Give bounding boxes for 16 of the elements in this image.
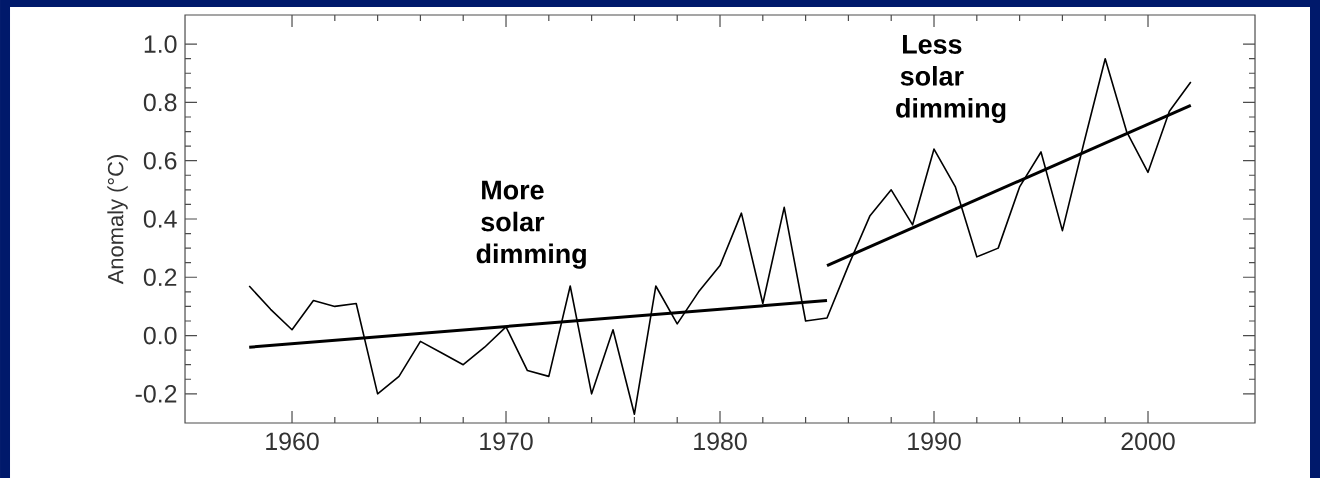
y-tick-label: -0.2	[135, 385, 177, 403]
annotation: More solar dimming	[476, 180, 586, 269]
annotation: Less solar dimming	[896, 35, 1006, 124]
y-tick-label: 1.0	[144, 35, 177, 53]
y-tick-label: 0.2	[143, 268, 177, 287]
x-tick-label: 1960	[266, 432, 319, 451]
y-tick-label: 0.6	[143, 151, 177, 170]
x-tick-label: 2000	[1121, 432, 1175, 451]
y-axis-title: Anomaly (°C)	[107, 155, 128, 285]
y-tick-label: 0.8	[143, 93, 177, 112]
x-tick-label: 1970	[480, 432, 533, 451]
y-tick-label: 0.0	[143, 326, 177, 345]
y-tick-label: 0.4	[143, 210, 177, 228]
line-series	[248, 57, 1192, 416]
x-tick-label: 1980	[694, 432, 747, 451]
x-tick-label: 1990	[908, 432, 961, 451]
